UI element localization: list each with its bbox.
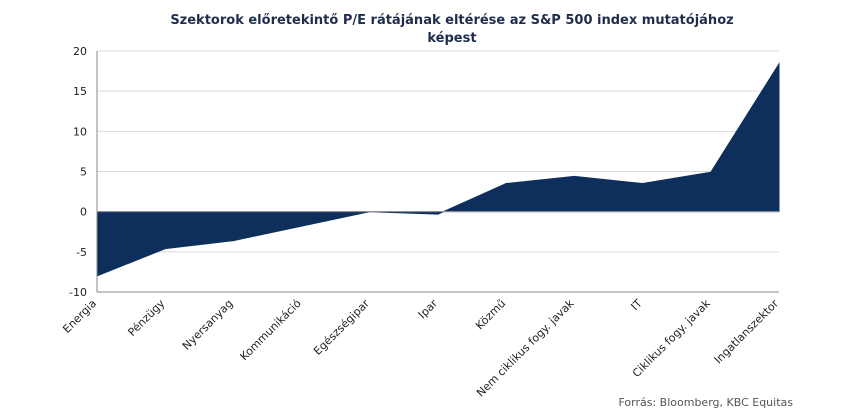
gridlines [97,50,779,293]
x-category-label: Ingatlanszektor [712,297,782,367]
chart-title-line-2: képest [427,31,476,46]
area-series [96,62,780,277]
y-tick-label: -10 [69,286,87,299]
data-point [642,183,644,185]
x-category-label: Egészségipar [311,297,372,358]
x-category-label: Pénzügy [125,297,167,339]
chart-title-line-1: Szektorok előretekintő P/E rátájának elt… [170,13,733,28]
y-tick-label: 20 [73,45,87,58]
data-point [437,213,439,215]
x-category-labels: Energia Pénzügy Nyersanyag Kommunikáció Egés… [60,296,781,399]
data-point [778,63,780,65]
y-tick-label: 15 [73,85,87,98]
x-category-label: Energia [60,297,99,336]
area-fill [96,62,780,277]
data-point [505,183,507,185]
data-point [573,175,575,177]
axes [96,51,779,293]
x-category-label: IT [628,297,644,313]
data-point [710,171,712,173]
x-category-label: Közmű [473,297,508,332]
y-tick-label: -5 [76,246,87,259]
y-tick-label: 10 [73,125,87,138]
x-category-label: Ipar [416,297,441,322]
x-category-label: Nyersanyag [180,297,236,353]
data-point [301,225,303,227]
x-category-label: Kommunikáció [238,297,304,363]
x-category-label: Ciklikus fogy. javak [630,296,713,379]
source-note: Forrás: Bloomberg, KBC Equitas [618,396,793,409]
data-point [164,248,166,250]
data-point [232,240,234,242]
y-tick-label: 5 [80,166,87,179]
y-tick-label: 0 [80,206,87,219]
y-tick-labels: 20 15 10 5 0 -5 -10 [69,45,87,299]
